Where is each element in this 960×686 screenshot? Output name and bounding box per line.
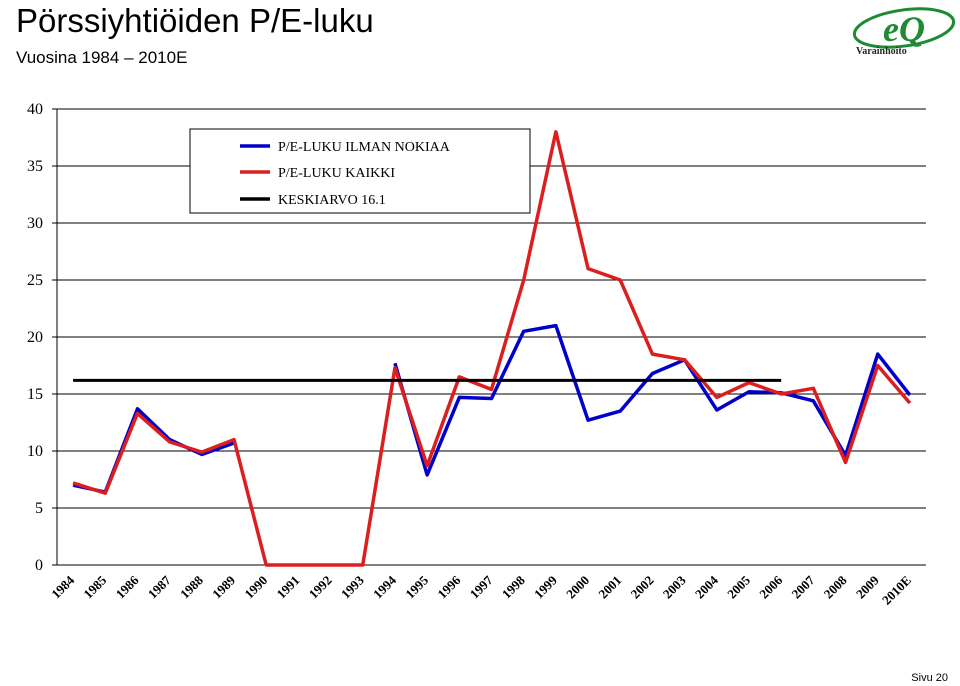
- x-tick-label: 1985: [80, 572, 109, 601]
- x-tick-label: 2010E: [879, 573, 914, 608]
- x-tick-label: 2008: [821, 572, 850, 601]
- y-tick-label: 25: [27, 272, 43, 289]
- y-tick-label: 10: [27, 443, 43, 460]
- page-number: Sivu 20: [911, 672, 948, 684]
- x-tick-label: 2002: [628, 573, 657, 602]
- legend-label-3: KESKIARVO 16.1: [278, 193, 386, 208]
- x-tick-label: 1988: [177, 572, 206, 601]
- y-tick-label: 15: [27, 386, 43, 403]
- y-tick-label: 35: [27, 158, 43, 175]
- eq-logo: eQ: [852, 7, 956, 49]
- logo-mark-text: eQ: [883, 9, 925, 49]
- grid-layer: [57, 108, 926, 566]
- logo-caption: Varainhoito: [856, 46, 907, 57]
- x-tick-label: 1990: [241, 573, 270, 602]
- x-tick-label: 2007: [788, 572, 817, 601]
- x-tick-label: 1996: [434, 572, 463, 601]
- x-tick-label: 2000: [563, 573, 592, 602]
- x-tick-label: 2005: [724, 572, 753, 601]
- x-tick-label: 1992: [306, 573, 335, 602]
- x-tick-label: 2001: [595, 573, 624, 602]
- series-line-1: [393, 323, 912, 477]
- legend: P/E-LUKU ILMAN NOKIAA P/E-LUKU KAIKKI KE…: [189, 128, 531, 214]
- x-tick-label: 1994: [370, 572, 399, 601]
- x-tick-label: 1987: [145, 572, 174, 601]
- x-tick-label: 2003: [660, 572, 689, 601]
- y-tick-label: 40: [27, 101, 43, 118]
- page-title: Pörssiyhtiöiden P/E-luku: [16, 2, 374, 39]
- y-tick-label: 0: [35, 557, 43, 574]
- x-tick-label: 1997: [467, 572, 496, 601]
- x-tick-label: 1986: [113, 572, 142, 601]
- y-tick-label: 5: [35, 500, 43, 517]
- series-line-2: [72, 130, 912, 567]
- series-layer: [72, 130, 912, 567]
- x-tick-label: 2004: [692, 572, 721, 601]
- legend-label-2: P/E-LUKU KAIKKI: [278, 166, 395, 181]
- x-tick-label: 1999: [531, 572, 560, 601]
- page-subtitle: Vuosina 1984 – 2010E: [16, 48, 188, 67]
- y-tick-label: 20: [27, 329, 43, 346]
- x-tick-label: 1991: [274, 573, 303, 602]
- x-tick-label: 2006: [756, 572, 785, 601]
- y-tick-label: 30: [27, 215, 43, 232]
- x-tick-label: 1993: [338, 572, 367, 601]
- x-tick-label: 1989: [209, 572, 238, 601]
- slide-header: Pörssiyhtiöiden P/E-luku Vuosina 1984 – …: [0, 0, 960, 80]
- pe-line-chart: 0 5 10 15 20 25 30 35 40 1984 1985 1986 1987 1988 1989…: [27, 101, 926, 608]
- x-tick-label: 1995: [402, 572, 431, 601]
- legend-label-1: P/E-LUKU ILMAN NOKIAA: [278, 140, 451, 155]
- x-tick-label: 1998: [499, 572, 528, 601]
- x-tick-label: 1984: [48, 572, 77, 601]
